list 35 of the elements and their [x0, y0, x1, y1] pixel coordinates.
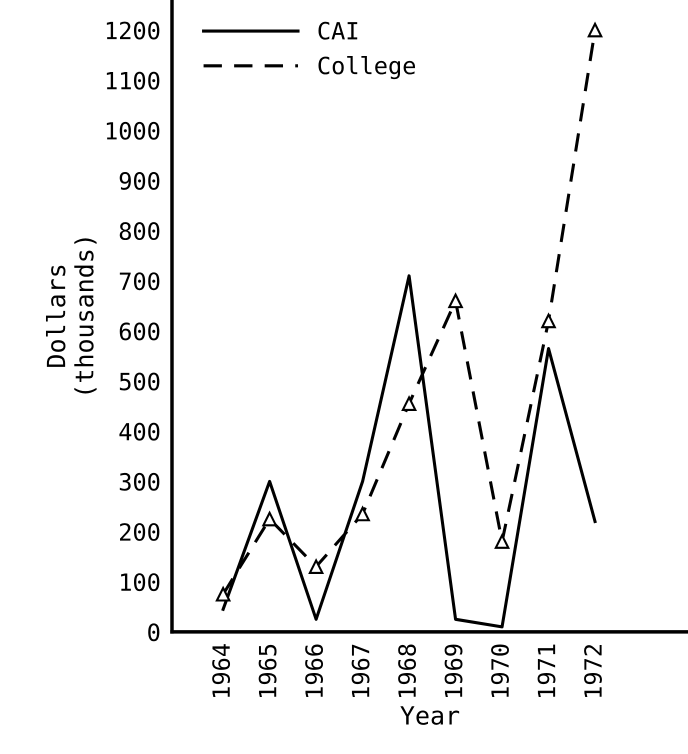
- y-tick-label: 700: [120, 272, 160, 290]
- y-tick-label: 600: [120, 322, 160, 340]
- legend-label: CAI: [318, 22, 358, 40]
- point: [448, 294, 463, 308]
- y-axis-title: Dollars (thousands): [46, 238, 97, 394]
- point: [262, 512, 277, 526]
- y-tick-label: 0: [148, 623, 160, 642]
- point: [216, 586, 230, 602]
- point: [402, 396, 416, 411]
- y-tick-label: 300: [120, 472, 160, 491]
- x-tick-label: 1967: [352, 644, 370, 697]
- x-tick-label: 1970: [491, 644, 509, 697]
- y-tick-label: 900: [120, 172, 160, 190]
- y-tick-label: 400: [119, 422, 160, 441]
- y-tick-label: 200: [120, 523, 160, 541]
- point: [588, 22, 602, 38]
- x-tick-label: 1971: [538, 644, 556, 697]
- x-tick-label: 1969: [444, 644, 462, 697]
- point: [308, 559, 324, 574]
- x-tick-label: 1968: [398, 644, 416, 697]
- y-tick-label: 100: [121, 573, 160, 592]
- x-tick-label: 1966: [305, 644, 324, 697]
- y-tick-label: 500: [120, 372, 160, 390]
- x-tick-label: 1964: [212, 644, 230, 697]
- x-axis-title: Year: [400, 706, 460, 725]
- y-tick-label: 1200: [106, 22, 160, 40]
- point: [355, 506, 370, 522]
- x-tick-label: 1965: [258, 644, 277, 697]
- x-tick-label: 1972: [584, 644, 602, 697]
- legend-label: College: [318, 56, 416, 80]
- point: [494, 534, 510, 549]
- y-tick-label: 1000: [106, 122, 160, 140]
- point: [541, 314, 556, 328]
- y-tick-label: 1100: [106, 72, 160, 90]
- y-tick-label: 800: [120, 222, 160, 240]
